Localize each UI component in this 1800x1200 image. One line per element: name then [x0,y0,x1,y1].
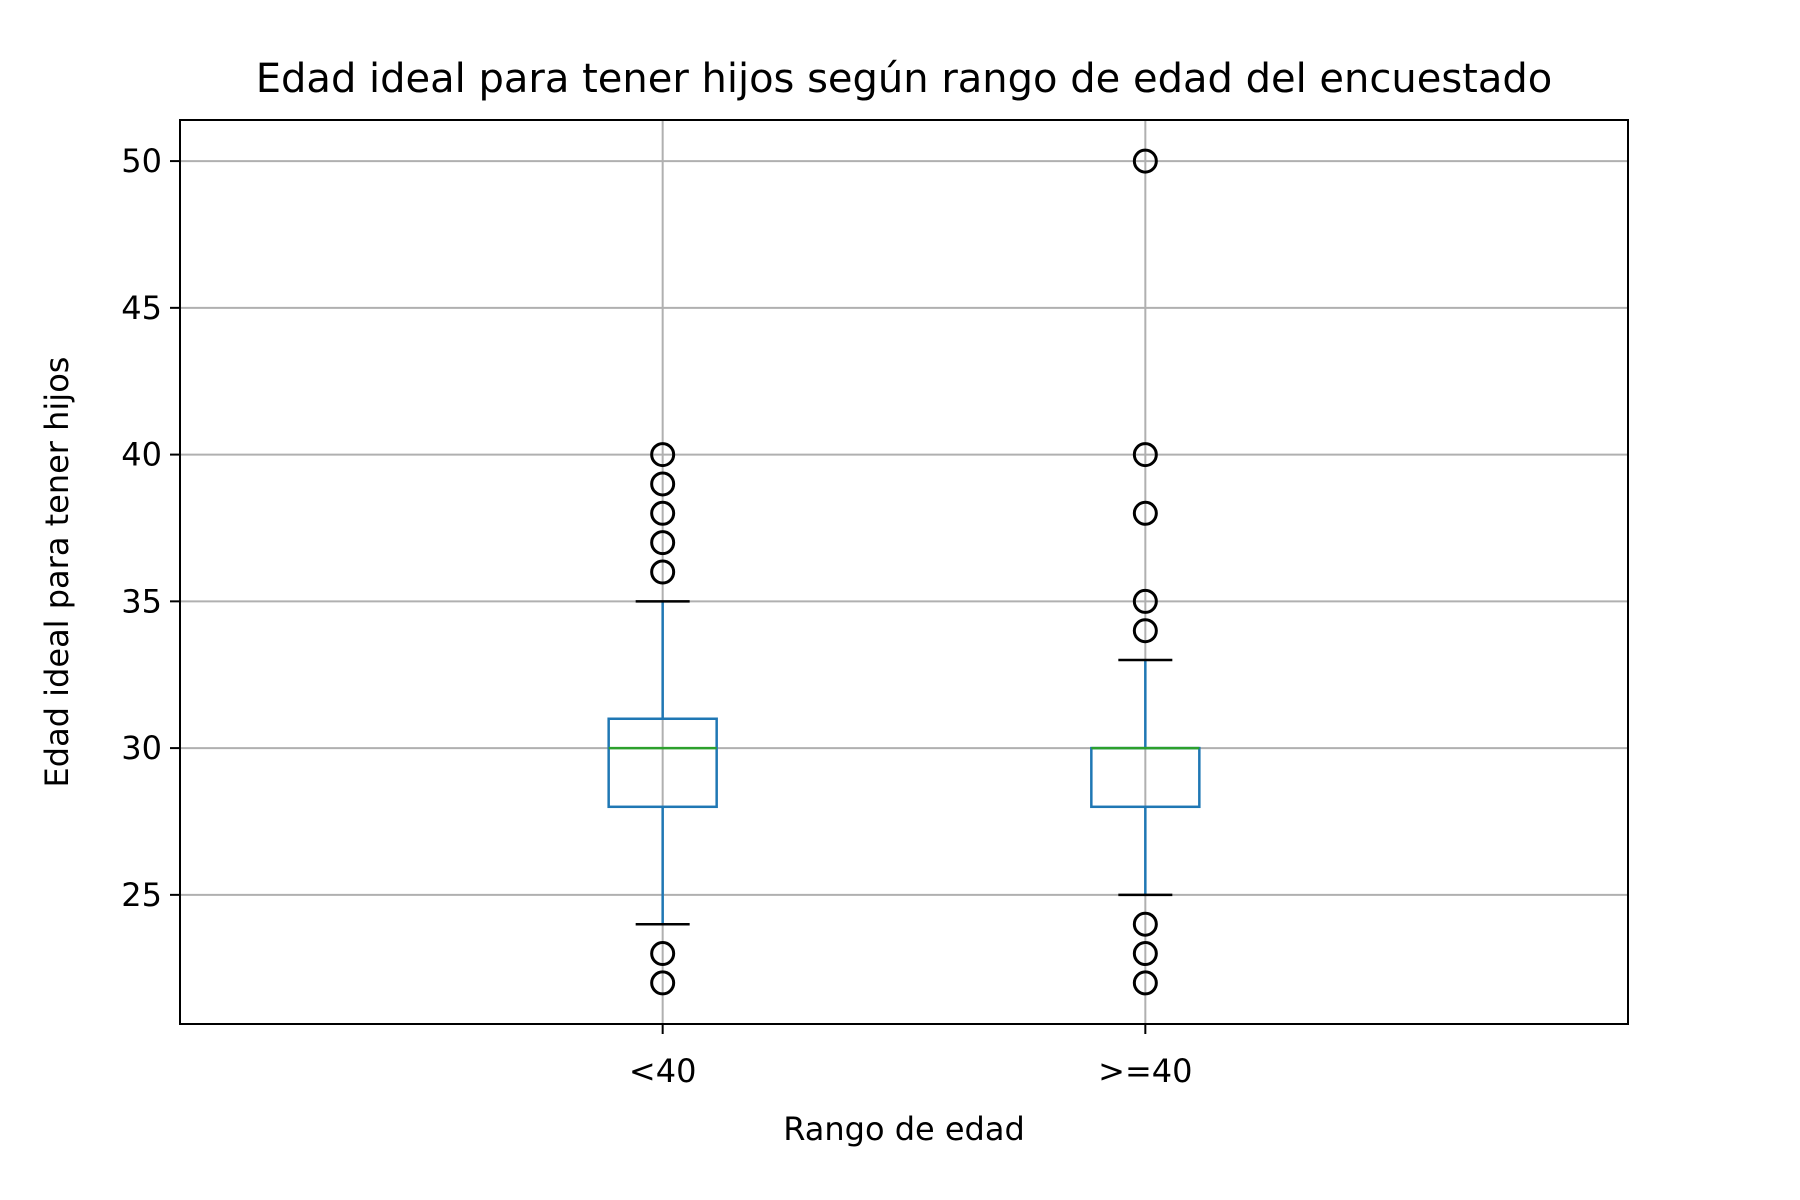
outlier-point [1132,588,1158,614]
outlier-point [650,559,676,585]
outlier-point [650,530,676,556]
grid-lines [180,120,1628,1024]
outlier-point [650,471,676,497]
y-axis-ticks: 25 30 35 40 45 50 [121,142,180,914]
outlier-point [650,442,676,468]
x-tick-label: <40 [629,1052,697,1090]
box-group [607,442,718,996]
x-axis-ticks: <40 >=40 [629,1024,1193,1090]
plot-frame [179,119,1629,1025]
outlier-point [1132,500,1158,526]
outlier-point [1132,442,1158,468]
y-tick-label: 25 [121,876,162,914]
outlier-point [1132,970,1158,996]
boxes [607,148,1201,996]
y-tick-label: 50 [121,142,162,180]
x-tick-label: >=40 [1098,1052,1192,1090]
outlier-point [1132,941,1158,967]
y-tick-label: 40 [121,436,162,474]
y-tick-label: 30 [121,729,162,767]
box-group [1090,148,1201,996]
y-axis-label: Edad ideal para tener hijos [38,357,76,788]
outlier-point [1132,148,1158,174]
outlier-point [650,500,676,526]
iqr-box [607,717,718,809]
chart-title: Edad ideal para tener hijos según rango … [256,56,1552,102]
x-axis-label: Rango de edad [783,1110,1025,1148]
outlier-point [1132,618,1158,644]
outlier-point [650,970,676,996]
outlier-point [1132,911,1158,937]
outlier-point [650,941,676,967]
y-tick-label: 35 [121,582,162,620]
y-tick-label: 45 [121,289,162,327]
